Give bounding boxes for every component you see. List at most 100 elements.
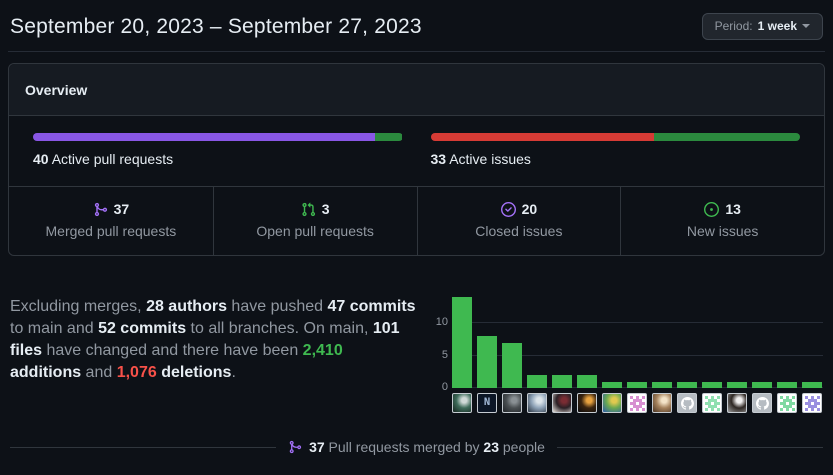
closed-progress-segment: [430, 133, 655, 141]
text-segment: to main and: [10, 320, 99, 337]
pulse-page: September 20, 2023 – September 27, 2023 …: [8, 0, 825, 455]
period-value: 1 week: [757, 19, 797, 33]
commit-count-bar: [552, 375, 572, 388]
text-segment: 101 files: [10, 320, 400, 359]
commit-count-bar: [477, 336, 497, 388]
author-avatar[interactable]: [602, 393, 622, 413]
author-avatar[interactable]: [777, 393, 797, 413]
identicon-pattern: [779, 395, 795, 411]
author-avatar[interactable]: [627, 393, 647, 413]
author-avatar[interactable]: [577, 393, 597, 413]
divider-line-right: [556, 446, 823, 448]
author-avatar[interactable]: [552, 393, 572, 413]
issue-opened-icon: [704, 201, 720, 217]
active-pr-text: Active pull requests: [51, 151, 174, 167]
chart-gridline: 5: [442, 349, 823, 361]
period-select-button[interactable]: Period: 1 week: [701, 13, 823, 40]
merged-by-text: 37 Pull requests merged by 23 people: [288, 439, 545, 455]
identicon-pattern: [804, 395, 820, 411]
header-divider: [8, 51, 825, 52]
octocat-icon: [755, 396, 769, 410]
author-avatars-row: N: [452, 393, 823, 413]
issues-progress-bar: [430, 133, 801, 141]
commit-count-bar: [777, 381, 797, 388]
chart-gridline: 10: [436, 316, 823, 328]
text-segment: 2,410: [302, 342, 343, 359]
commit-count-bar: [702, 381, 722, 388]
overview-card: Overview 40 Active pull requests 33: [8, 63, 825, 256]
text-segment: 23: [483, 439, 499, 455]
commit-count-bar: [752, 381, 772, 388]
y-axis-tick-label: 5: [441, 348, 448, 361]
identicon-pattern: [704, 395, 720, 411]
author-avatar[interactable]: N: [477, 393, 497, 413]
active-pull-requests-label: 40 Active pull requests: [33, 151, 403, 167]
y-axis-tick-label: 0: [441, 381, 448, 393]
text-segment: 1,076: [116, 364, 157, 381]
text-segment: .: [231, 364, 236, 381]
text-segment: Excluding merges,: [10, 298, 147, 315]
stat-merged-pull-requests: 37 Merged pull requests: [9, 187, 213, 255]
text-segment: deletions: [161, 364, 232, 381]
active-pr-count: 40: [33, 151, 49, 167]
chart-plot-area: 0 5 10: [436, 290, 823, 393]
text-segment: 47 commits: [327, 298, 416, 315]
commit-summary-paragraph: Excluding merges, 28 authors have pushed…: [10, 296, 418, 413]
stat-label: Closed issues: [475, 223, 563, 239]
stat-closed-issues: 20 Closed issues: [416, 187, 621, 255]
issue-closed-icon: [500, 201, 516, 217]
overview-stats-row: 37 Merged pull requests 3 Open pull requ…: [9, 186, 824, 255]
commit-count-bar: [677, 381, 697, 388]
pull-requests-column: 40 Active pull requests: [33, 133, 403, 167]
active-issues-label: 33 Active issues: [431, 151, 801, 167]
text-segment: 28 authors: [146, 298, 227, 315]
commit-count-bar: [452, 297, 472, 388]
commits-per-author-chart: 0 5 10 N: [434, 290, 823, 413]
commit-count-bar: [802, 381, 822, 388]
active-issues-text: Active issues: [449, 151, 531, 167]
commit-count-bar: [527, 375, 547, 388]
stat-new-issues: 13 New issues: [620, 187, 824, 255]
text-segment: and: [81, 364, 117, 381]
period-label: Period:: [714, 19, 753, 33]
author-avatar[interactable]: [452, 393, 472, 413]
stat-value: 37: [113, 201, 130, 217]
author-avatar[interactable]: [502, 393, 522, 413]
merged-by-divider: 37 Pull requests merged by 23 people: [8, 439, 825, 455]
stat-label: Open pull requests: [256, 223, 374, 239]
commit-count-bar: [577, 375, 597, 388]
author-avatar[interactable]: [727, 393, 747, 413]
text-segment: people: [498, 439, 545, 455]
author-avatar[interactable]: [677, 393, 697, 413]
stat-label: Merged pull requests: [45, 223, 177, 239]
stat-value: 3: [321, 201, 330, 217]
text-segment: additions: [10, 364, 82, 381]
author-avatar[interactable]: [752, 393, 772, 413]
stat-value: 13: [725, 201, 741, 217]
identicon-pattern: [629, 395, 645, 411]
author-avatar[interactable]: [802, 393, 822, 413]
divider-line-left: [10, 446, 277, 448]
git-merge-icon: [94, 202, 107, 216]
commit-count-bar: [627, 381, 647, 388]
stat-value: 20: [521, 201, 538, 217]
y-axis-tick-label: 10: [435, 316, 448, 328]
author-avatar[interactable]: [527, 393, 547, 413]
commit-count-bar: [727, 381, 747, 388]
text-segment: have pushed: [226, 298, 328, 315]
git-pull-request-icon: [302, 202, 315, 216]
text-segment: to all branches. On main,: [186, 320, 373, 337]
author-avatar[interactable]: [652, 393, 672, 413]
chevron-down-icon: [802, 24, 810, 32]
merged-progress-segment: [33, 133, 375, 141]
author-avatar[interactable]: [702, 393, 722, 413]
issues-column: 33 Active issues: [430, 133, 801, 167]
commit-count-bar: [602, 381, 622, 388]
activity-bars-row: 40 Active pull requests 33 Active issues: [9, 116, 824, 186]
page-header: September 20, 2023 – September 27, 2023 …: [8, 0, 825, 51]
active-issues-count: 33: [430, 151, 447, 167]
overview-card-header: Overview: [9, 64, 824, 116]
chart-bars: [452, 297, 823, 388]
stat-open-pull-requests: 3 Open pull requests: [212, 187, 417, 255]
text-segment: 37: [309, 439, 325, 455]
